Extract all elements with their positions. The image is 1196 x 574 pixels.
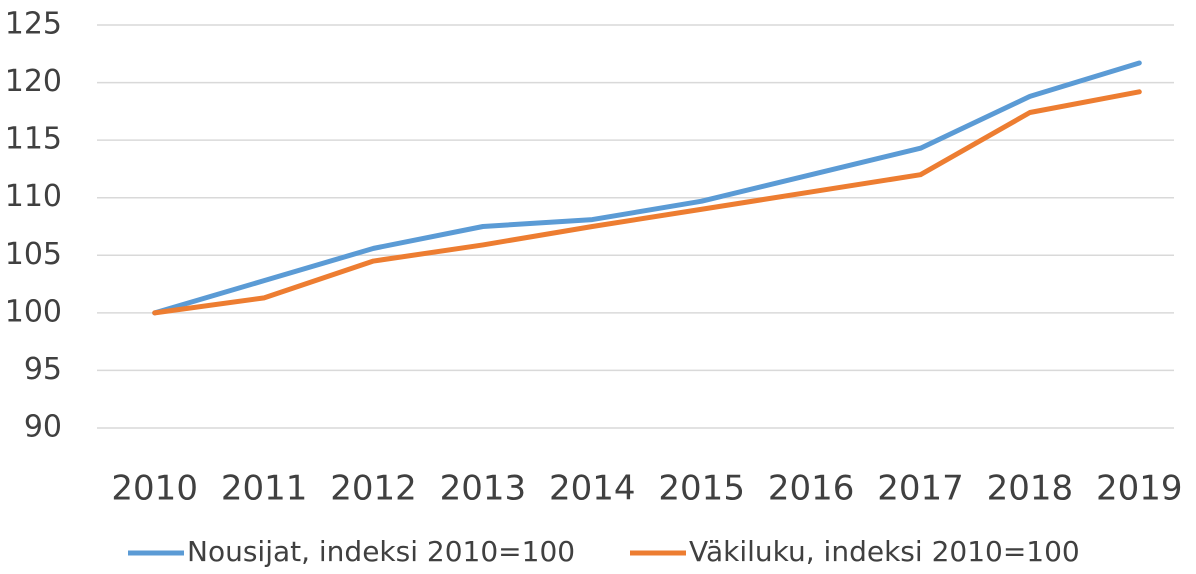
legend-label: Väkiluku, indeksi 2010=100	[689, 535, 1080, 568]
x-tick-label: 2010	[111, 469, 198, 509]
x-tick-label: 2011	[221, 469, 308, 509]
x-tick-label: 2012	[330, 469, 417, 509]
x-tick-label: 2013	[440, 469, 527, 509]
x-tick-label: 2017	[877, 469, 964, 509]
y-tick-label: 105	[5, 237, 62, 272]
y-tick-label: 120	[5, 64, 62, 99]
y-tick-label: 95	[24, 352, 62, 387]
y-tick-label: 110	[5, 179, 62, 214]
y-tick-label: 125	[5, 7, 62, 42]
y-tick-label: 100	[5, 294, 62, 329]
x-tick-label: 2015	[658, 469, 745, 509]
series-line	[152, 89, 1142, 316]
y-tick-label: 90	[24, 410, 62, 445]
x-tick-label: 2016	[768, 469, 855, 509]
x-tick-label: 2019	[1096, 469, 1183, 509]
x-tick-label: 2018	[987, 469, 1074, 509]
series-line	[152, 60, 1142, 316]
y-tick-label: 115	[5, 122, 62, 157]
x-tick-label: 2014	[549, 469, 636, 509]
legend-label: Nousijat, indeksi 2010=100	[187, 535, 575, 568]
